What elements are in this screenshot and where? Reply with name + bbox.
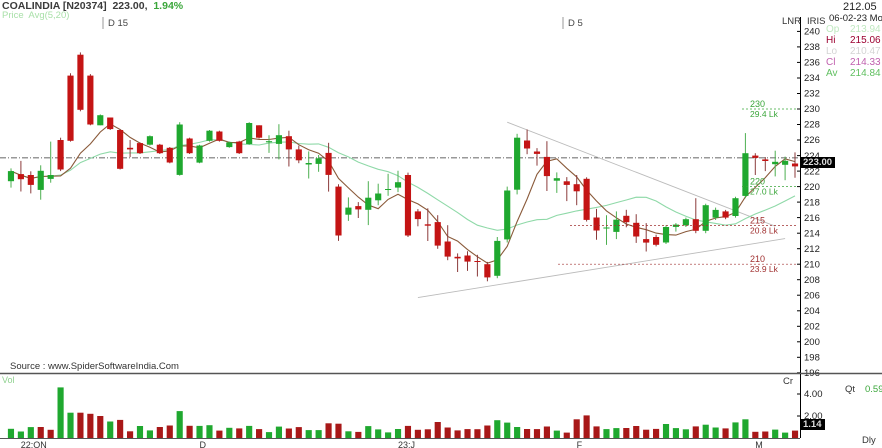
svg-text:27.0 Lk: 27.0 Lk: [750, 187, 779, 197]
svg-text:Cr: Cr: [783, 376, 793, 387]
svg-text:232: 232: [804, 89, 820, 100]
svg-text:220: 220: [804, 182, 820, 193]
svg-text:198: 198: [804, 353, 820, 364]
svg-text:29.4 Lk: 29.4 Lk: [750, 109, 779, 119]
svg-text:200: 200: [804, 337, 820, 348]
svg-text:206: 206: [804, 290, 820, 301]
svg-text:Dly: Dly: [862, 435, 876, 446]
svg-text:240: 240: [804, 27, 820, 38]
svg-text:Vol: Vol: [2, 375, 15, 385]
svg-text:212: 212: [804, 244, 820, 255]
svg-text:4.00: 4.00: [804, 389, 823, 400]
svg-text:208: 208: [804, 275, 820, 286]
svg-text:214: 214: [804, 228, 820, 239]
svg-text:234: 234: [804, 73, 820, 84]
svg-text:F: F: [577, 440, 583, 448]
svg-text:Source : www.SpiderSoftwareInd: Source : www.SpiderSoftwareIndia.Com: [10, 361, 179, 372]
svg-text:23:J: 23:J: [398, 440, 415, 448]
svg-text:204: 204: [804, 306, 820, 317]
svg-text:210: 210: [750, 254, 765, 264]
svg-text:226: 226: [804, 135, 820, 146]
svg-text:215: 215: [750, 215, 765, 225]
svg-text:202: 202: [804, 322, 820, 333]
svg-text:230: 230: [750, 99, 765, 109]
svg-text:222: 222: [804, 166, 820, 177]
svg-text:0.59: 0.59: [865, 384, 882, 395]
svg-text:D: D: [200, 440, 207, 448]
svg-text:210: 210: [804, 259, 820, 270]
svg-text:22:ON: 22:ON: [21, 440, 47, 448]
svg-text:228: 228: [804, 120, 820, 131]
svg-text:M: M: [755, 440, 763, 448]
svg-text:230: 230: [804, 104, 820, 115]
svg-text:238: 238: [804, 42, 820, 53]
svg-text:218: 218: [804, 197, 820, 208]
svg-text:216: 216: [804, 213, 820, 224]
svg-text:220: 220: [750, 177, 765, 187]
svg-text:Qt: Qt: [845, 384, 855, 395]
svg-text:20.8 Lk: 20.8 Lk: [750, 225, 779, 235]
svg-text:23.9 Lk: 23.9 Lk: [750, 264, 779, 274]
svg-text:236: 236: [804, 58, 820, 69]
